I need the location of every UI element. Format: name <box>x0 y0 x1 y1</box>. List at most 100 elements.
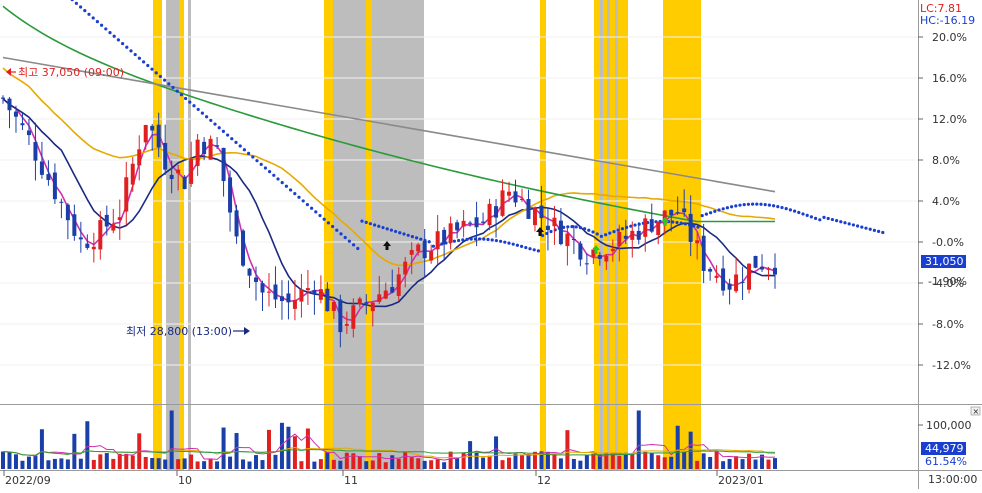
dotted-point <box>318 213 322 218</box>
candle <box>688 195 693 257</box>
dotted-point <box>578 226 583 230</box>
candle <box>455 219 460 239</box>
dotted-point <box>734 204 738 208</box>
volume-bar <box>675 425 680 469</box>
y-tick-label: -4.0% <box>932 277 964 290</box>
candle <box>714 265 719 283</box>
volume-bar <box>312 461 317 469</box>
right-axis-area <box>918 0 982 470</box>
dotted-point <box>612 230 616 234</box>
candle <box>675 196 680 215</box>
dotted-point <box>528 247 532 251</box>
dotted-point <box>478 237 482 241</box>
ma240-line <box>2 56 776 193</box>
dotted-point <box>146 63 150 68</box>
volume-bar <box>169 410 174 469</box>
volume-bar <box>383 462 388 469</box>
dotted-point <box>385 227 389 231</box>
dotted-point <box>209 118 213 123</box>
candle <box>617 224 622 262</box>
volume-bar <box>202 461 207 469</box>
candle <box>461 210 466 238</box>
volume-bar <box>59 458 64 469</box>
candle <box>111 208 116 234</box>
candle <box>325 282 330 312</box>
dotted-point <box>238 144 242 148</box>
candle <box>422 228 427 278</box>
volume-bar <box>747 453 752 469</box>
volume-bar <box>150 457 155 469</box>
dotted-point <box>532 248 536 252</box>
volume-bar <box>189 454 194 469</box>
dotted-point <box>721 207 725 211</box>
dotted-point <box>137 56 141 60</box>
ma120-line <box>2 5 775 223</box>
candle <box>26 118 31 146</box>
volume-bar <box>636 410 641 469</box>
candle <box>241 228 246 268</box>
candle <box>409 242 414 275</box>
dotted-point <box>112 34 116 38</box>
dotted-point <box>469 237 473 241</box>
candle <box>448 216 453 250</box>
close-icon[interactable]: × <box>973 407 980 416</box>
dotted-point <box>339 232 343 236</box>
dotted-point <box>196 107 200 112</box>
dotted-point <box>356 246 360 251</box>
candle <box>656 221 661 245</box>
dotted-point <box>87 12 91 16</box>
price-plot-area <box>0 0 918 404</box>
candle <box>169 160 174 194</box>
volume-bar <box>344 452 349 469</box>
dotted-point <box>704 212 709 216</box>
signal-arrow-icon <box>592 245 600 254</box>
dotted-point <box>835 219 839 223</box>
dotted-point <box>431 244 435 248</box>
volume-close-button[interactable] <box>970 406 981 416</box>
x-tick-label: 11 <box>344 474 358 487</box>
y-tick-label: 8.0% <box>932 154 960 167</box>
candle <box>578 240 583 267</box>
volume-bar <box>85 421 90 469</box>
highlight-band <box>324 0 333 470</box>
volume-bar <box>708 456 713 469</box>
volume-bar <box>552 453 557 469</box>
volume-percent-label: 61.54% <box>925 455 967 468</box>
dotted-point <box>200 111 204 115</box>
current-change-label: -1.90% <box>928 275 967 288</box>
volume-bar <box>195 461 200 469</box>
dotted-point <box>230 137 234 141</box>
volume-bar <box>584 455 589 469</box>
volume-bar <box>630 454 635 469</box>
volume-bar <box>461 452 466 469</box>
dotted-point <box>629 224 633 228</box>
volume-current-label: 44,979 <box>925 442 964 455</box>
volume-bar <box>643 451 648 469</box>
dotted-point <box>213 122 217 126</box>
dotted-point <box>851 223 856 227</box>
candle <box>357 296 362 308</box>
volume-bar <box>370 460 375 469</box>
candle <box>487 198 492 231</box>
candle <box>143 124 148 150</box>
candle <box>695 232 700 260</box>
dotted-point <box>511 242 515 246</box>
dotted-point <box>461 238 465 242</box>
volume-bar <box>182 458 187 469</box>
candle <box>468 220 473 227</box>
x-tick-label: 2022/09 <box>5 474 51 487</box>
dotted-point <box>843 221 847 225</box>
candle <box>545 208 550 251</box>
dotted-point <box>175 89 179 93</box>
candle <box>254 266 259 301</box>
dotted-point <box>364 220 368 224</box>
dotted-point <box>780 205 784 210</box>
dotted-point <box>352 243 356 247</box>
low-arrow-icon <box>244 327 250 335</box>
candle <box>195 133 200 176</box>
candle <box>7 97 12 129</box>
dotted-point <box>368 222 372 226</box>
candle <box>610 239 615 262</box>
candle <box>91 232 96 263</box>
